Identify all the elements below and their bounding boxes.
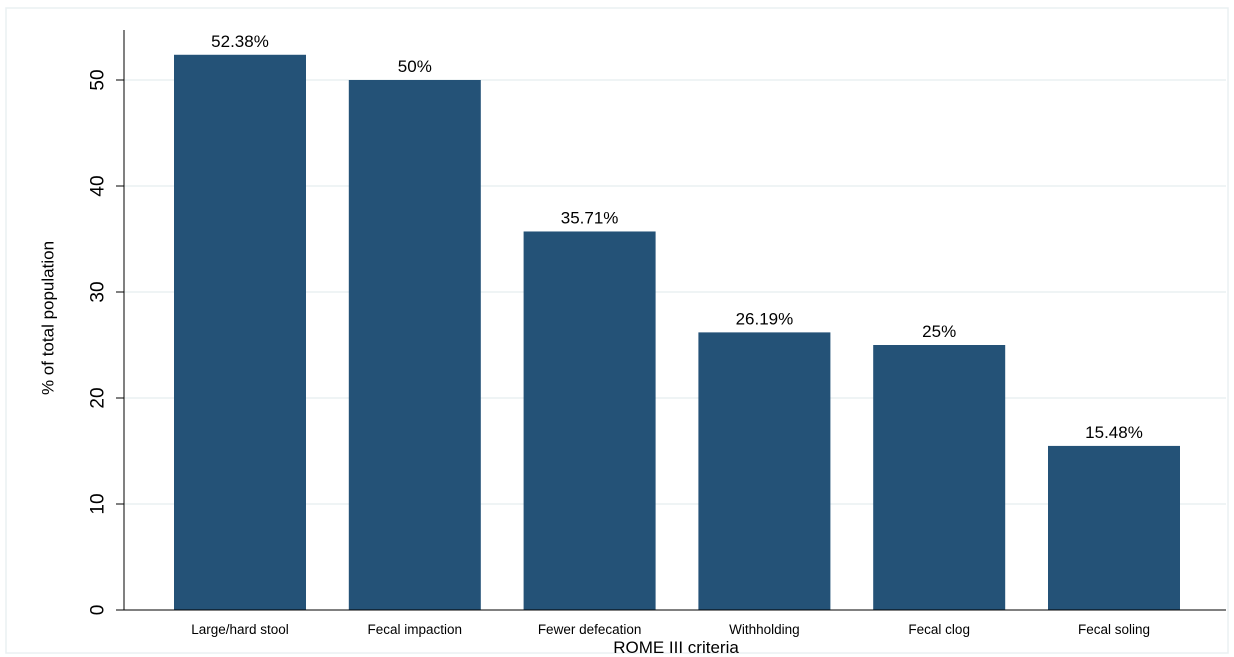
bars (174, 54, 1180, 611)
x-axis-title: ROME III criteria (613, 638, 739, 657)
gridlines (124, 79, 1226, 505)
y-tick-label: 0 (88, 605, 109, 616)
outer-frame (5, 7, 1229, 654)
bar-value-label: 25% (922, 322, 956, 341)
bar (348, 80, 481, 610)
y-ticks: 0 10 20 30 40 50 (88, 69, 124, 616)
x-tick-labels: Large/hard stool Fecal impaction Fewer def… (191, 622, 1150, 637)
axes (123, 30, 1226, 611)
x-tick-label: Fecal clog (908, 622, 970, 637)
data-labels: 52.38% 50% 35.71% 26.19% 25% 15.48% (211, 32, 1143, 442)
bar (523, 231, 656, 610)
bar-value-label: 50% (398, 57, 432, 76)
y-tick-label: 30 (88, 281, 109, 302)
bar-value-label: 35.71% (561, 208, 619, 227)
x-tick-label: Fecal soling (1078, 622, 1150, 637)
bar (698, 332, 831, 610)
y-tick-label: 20 (88, 387, 109, 408)
x-tick-label: Withholding (729, 622, 800, 637)
bar (1048, 445, 1180, 610)
bar (873, 345, 1006, 610)
x-tick-label: Fecal impaction (368, 622, 463, 637)
y-tick-label: 50 (88, 69, 109, 90)
y-axis-title: % of total population (39, 241, 58, 395)
bar-value-label: 26.19% (736, 309, 794, 328)
x-tick-label: Fewer defecation (538, 622, 642, 637)
bar-value-label: 52.38% (211, 32, 269, 51)
bar-value-label: 15.48% (1085, 423, 1143, 442)
y-tick-label: 40 (88, 175, 109, 196)
x-tick-label: Large/hard stool (191, 622, 289, 637)
bar (174, 54, 306, 611)
y-tick-label: 10 (88, 493, 109, 514)
